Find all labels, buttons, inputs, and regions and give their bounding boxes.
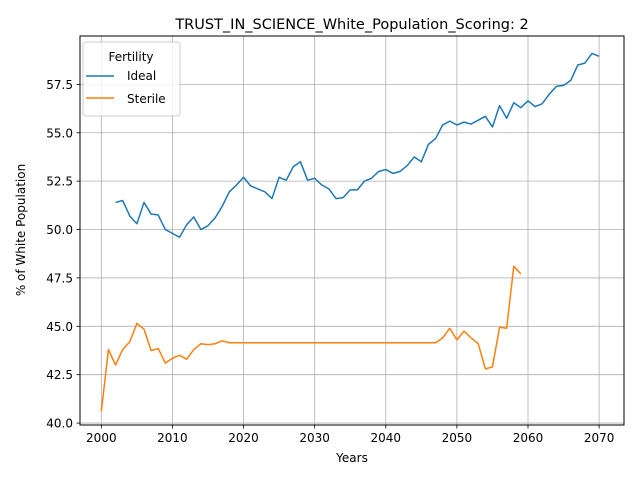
x-axis: 2000 2010 2020 2030 2040 2050 2060 2070 (86, 425, 614, 445)
chart-title: TRUST_IN_SCIENCE_White_Population_Scorin… (174, 17, 528, 33)
x-tick-label: 2050 (442, 431, 473, 445)
x-tick-label: 2030 (299, 431, 330, 445)
y-tick-label: 50.0 (46, 223, 73, 237)
x-axis-title: Years (335, 451, 368, 465)
legend-title: Fertility (108, 50, 153, 64)
x-tick-label: 2010 (157, 431, 188, 445)
series-line-sterile (100, 265, 522, 412)
y-axis-title: % of White Population (14, 164, 28, 296)
x-tick-label: 2070 (584, 431, 615, 445)
series-layer (100, 52, 600, 412)
y-tick-label: 52.5 (46, 175, 73, 189)
legend: Fertility Ideal Sterile (82, 41, 181, 117)
plot-frame (79, 35, 625, 426)
y-tick-label: 40.0 (46, 417, 73, 431)
y-axis: 40.0 42.5 45.0 47.5 50.0 52.5 55.0 57.5 (46, 78, 80, 431)
x-tick-label: 2020 (228, 431, 259, 445)
x-tick-label: 2060 (513, 431, 544, 445)
y-tick-label: 57.5 (46, 78, 73, 92)
y-tick-label: 42.5 (46, 368, 73, 382)
grid-lines (80, 36, 624, 425)
y-tick-label: 45.0 (46, 320, 73, 334)
y-tick-label: 55.0 (46, 126, 73, 140)
x-tick-label: 2000 (86, 431, 117, 445)
x-tick-label: 2040 (371, 431, 402, 445)
y-tick-label: 47.5 (46, 271, 73, 285)
legend-label-ideal: Ideal (127, 69, 156, 83)
legend-label-sterile: Sterile (127, 92, 166, 106)
series-line-ideal (115, 52, 600, 239)
